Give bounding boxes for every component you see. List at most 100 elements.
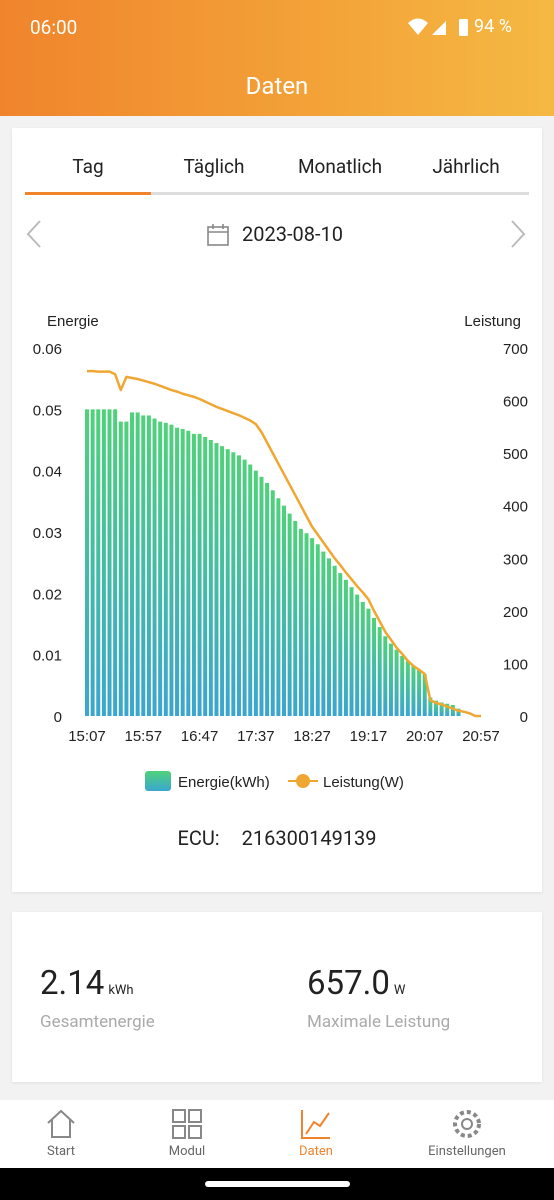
nav-item[interactable]: Modul [118, 1108, 256, 1159]
bar [180, 428, 185, 716]
bar [107, 409, 112, 716]
y-tick-label: 0.05 [33, 402, 62, 419]
bar [191, 433, 196, 716]
bar [90, 409, 95, 716]
ecu-row: ECU: 216300149139 [0, 826, 554, 850]
bar [85, 409, 89, 716]
status-icons [408, 18, 468, 36]
bar [248, 464, 253, 716]
bar [405, 660, 410, 716]
tab-track [25, 192, 529, 195]
y2-tick-label: 100 [503, 656, 528, 673]
legend-swatch [296, 774, 310, 788]
prev-button[interactable] [24, 218, 44, 250]
tab[interactable]: Täglich [183, 155, 245, 178]
bar [220, 446, 225, 716]
x-tick-label: 15:57 [125, 728, 163, 745]
nav-item[interactable]: Einstellungen [398, 1108, 536, 1159]
bar [276, 498, 281, 716]
bar [242, 459, 247, 716]
x-tick-label: 20:57 [462, 728, 500, 745]
bar [400, 655, 405, 716]
bar [163, 422, 168, 716]
bar [259, 476, 264, 716]
y-tick-label: 0.06 [33, 341, 62, 358]
bar [388, 643, 393, 716]
header-bar: 06:00 94 % Daten [0, 0, 554, 116]
tab[interactable]: Tag [72, 155, 104, 178]
bar [169, 424, 174, 716]
page-title: Daten [245, 72, 309, 100]
bar [298, 528, 303, 716]
bar [439, 702, 444, 716]
bar [225, 449, 230, 716]
bar [253, 470, 258, 716]
y-tick-label: 0 [54, 709, 62, 726]
bar [101, 409, 106, 716]
y-tick-label: 0.02 [33, 586, 62, 603]
tab[interactable]: Jährlich [432, 155, 500, 178]
bar [208, 440, 213, 716]
nav-label: Daten [299, 1144, 333, 1159]
summary-value: 2.14 [40, 964, 105, 1003]
bar [186, 430, 191, 716]
bar [141, 415, 146, 716]
y2-tick-label: 500 [503, 446, 528, 463]
legend-label: Leistung(W) [323, 774, 404, 791]
nav-label: Einstellungen [428, 1144, 506, 1159]
bar [124, 421, 129, 716]
bar [158, 421, 163, 716]
bar [372, 617, 377, 716]
bar [433, 700, 438, 716]
legend-swatch [145, 771, 171, 791]
y2-tick-label: 200 [503, 604, 528, 621]
calendar-icon [207, 224, 229, 246]
bar [456, 708, 461, 716]
bar [282, 505, 286, 716]
y2-tick-label: 700 [503, 341, 528, 358]
bar [417, 670, 422, 716]
bar [450, 704, 455, 716]
summary-unit: W [393, 983, 406, 998]
next-button[interactable] [508, 218, 528, 250]
bar [96, 409, 101, 716]
x-tick-label: 18:27 [293, 728, 331, 745]
x-tick-label: 20:07 [406, 728, 444, 745]
bar [338, 573, 343, 716]
nav-item[interactable]: Start [0, 1108, 130, 1159]
nav-label: Modul [168, 1144, 206, 1159]
bar [445, 703, 450, 716]
chart: Energie Leistung 0 0.01 0.02 0.03 0.04 0.05 0.… [33, 313, 528, 791]
bar [411, 665, 416, 716]
x-tick-label: 17:37 [237, 728, 275, 745]
tab-indicator [25, 192, 151, 195]
bar [321, 551, 326, 716]
bar [135, 412, 140, 716]
y2-tick-label: 300 [503, 551, 528, 568]
ecu-label: ECU: [177, 826, 220, 850]
y-axis-label: Energie [47, 313, 99, 330]
nav-item[interactable]: Daten [247, 1108, 385, 1159]
line [87, 369, 481, 718]
tab[interactable]: Monatlich [297, 155, 383, 178]
bar [293, 520, 298, 716]
bar [287, 513, 292, 716]
y-tick-label: 0.04 [33, 464, 62, 481]
bar [332, 565, 337, 716]
summary-label: Gesamtenergie [40, 1012, 155, 1032]
x-tick-label: 19:17 [350, 728, 388, 745]
bar [152, 418, 157, 716]
y-tick-label: 0.03 [33, 525, 62, 542]
bar [394, 649, 399, 716]
nav-label: Start [46, 1144, 76, 1159]
home-indicator [205, 1181, 350, 1187]
bar [270, 490, 275, 716]
y2-axis-label: Leistung [464, 313, 521, 330]
date[interactable]: 2023-08-10 [242, 222, 343, 246]
bar [214, 443, 219, 716]
bar [327, 558, 332, 716]
bar [343, 579, 348, 716]
summary-item: 657.0 W [307, 964, 405, 1003]
bar [203, 436, 208, 716]
